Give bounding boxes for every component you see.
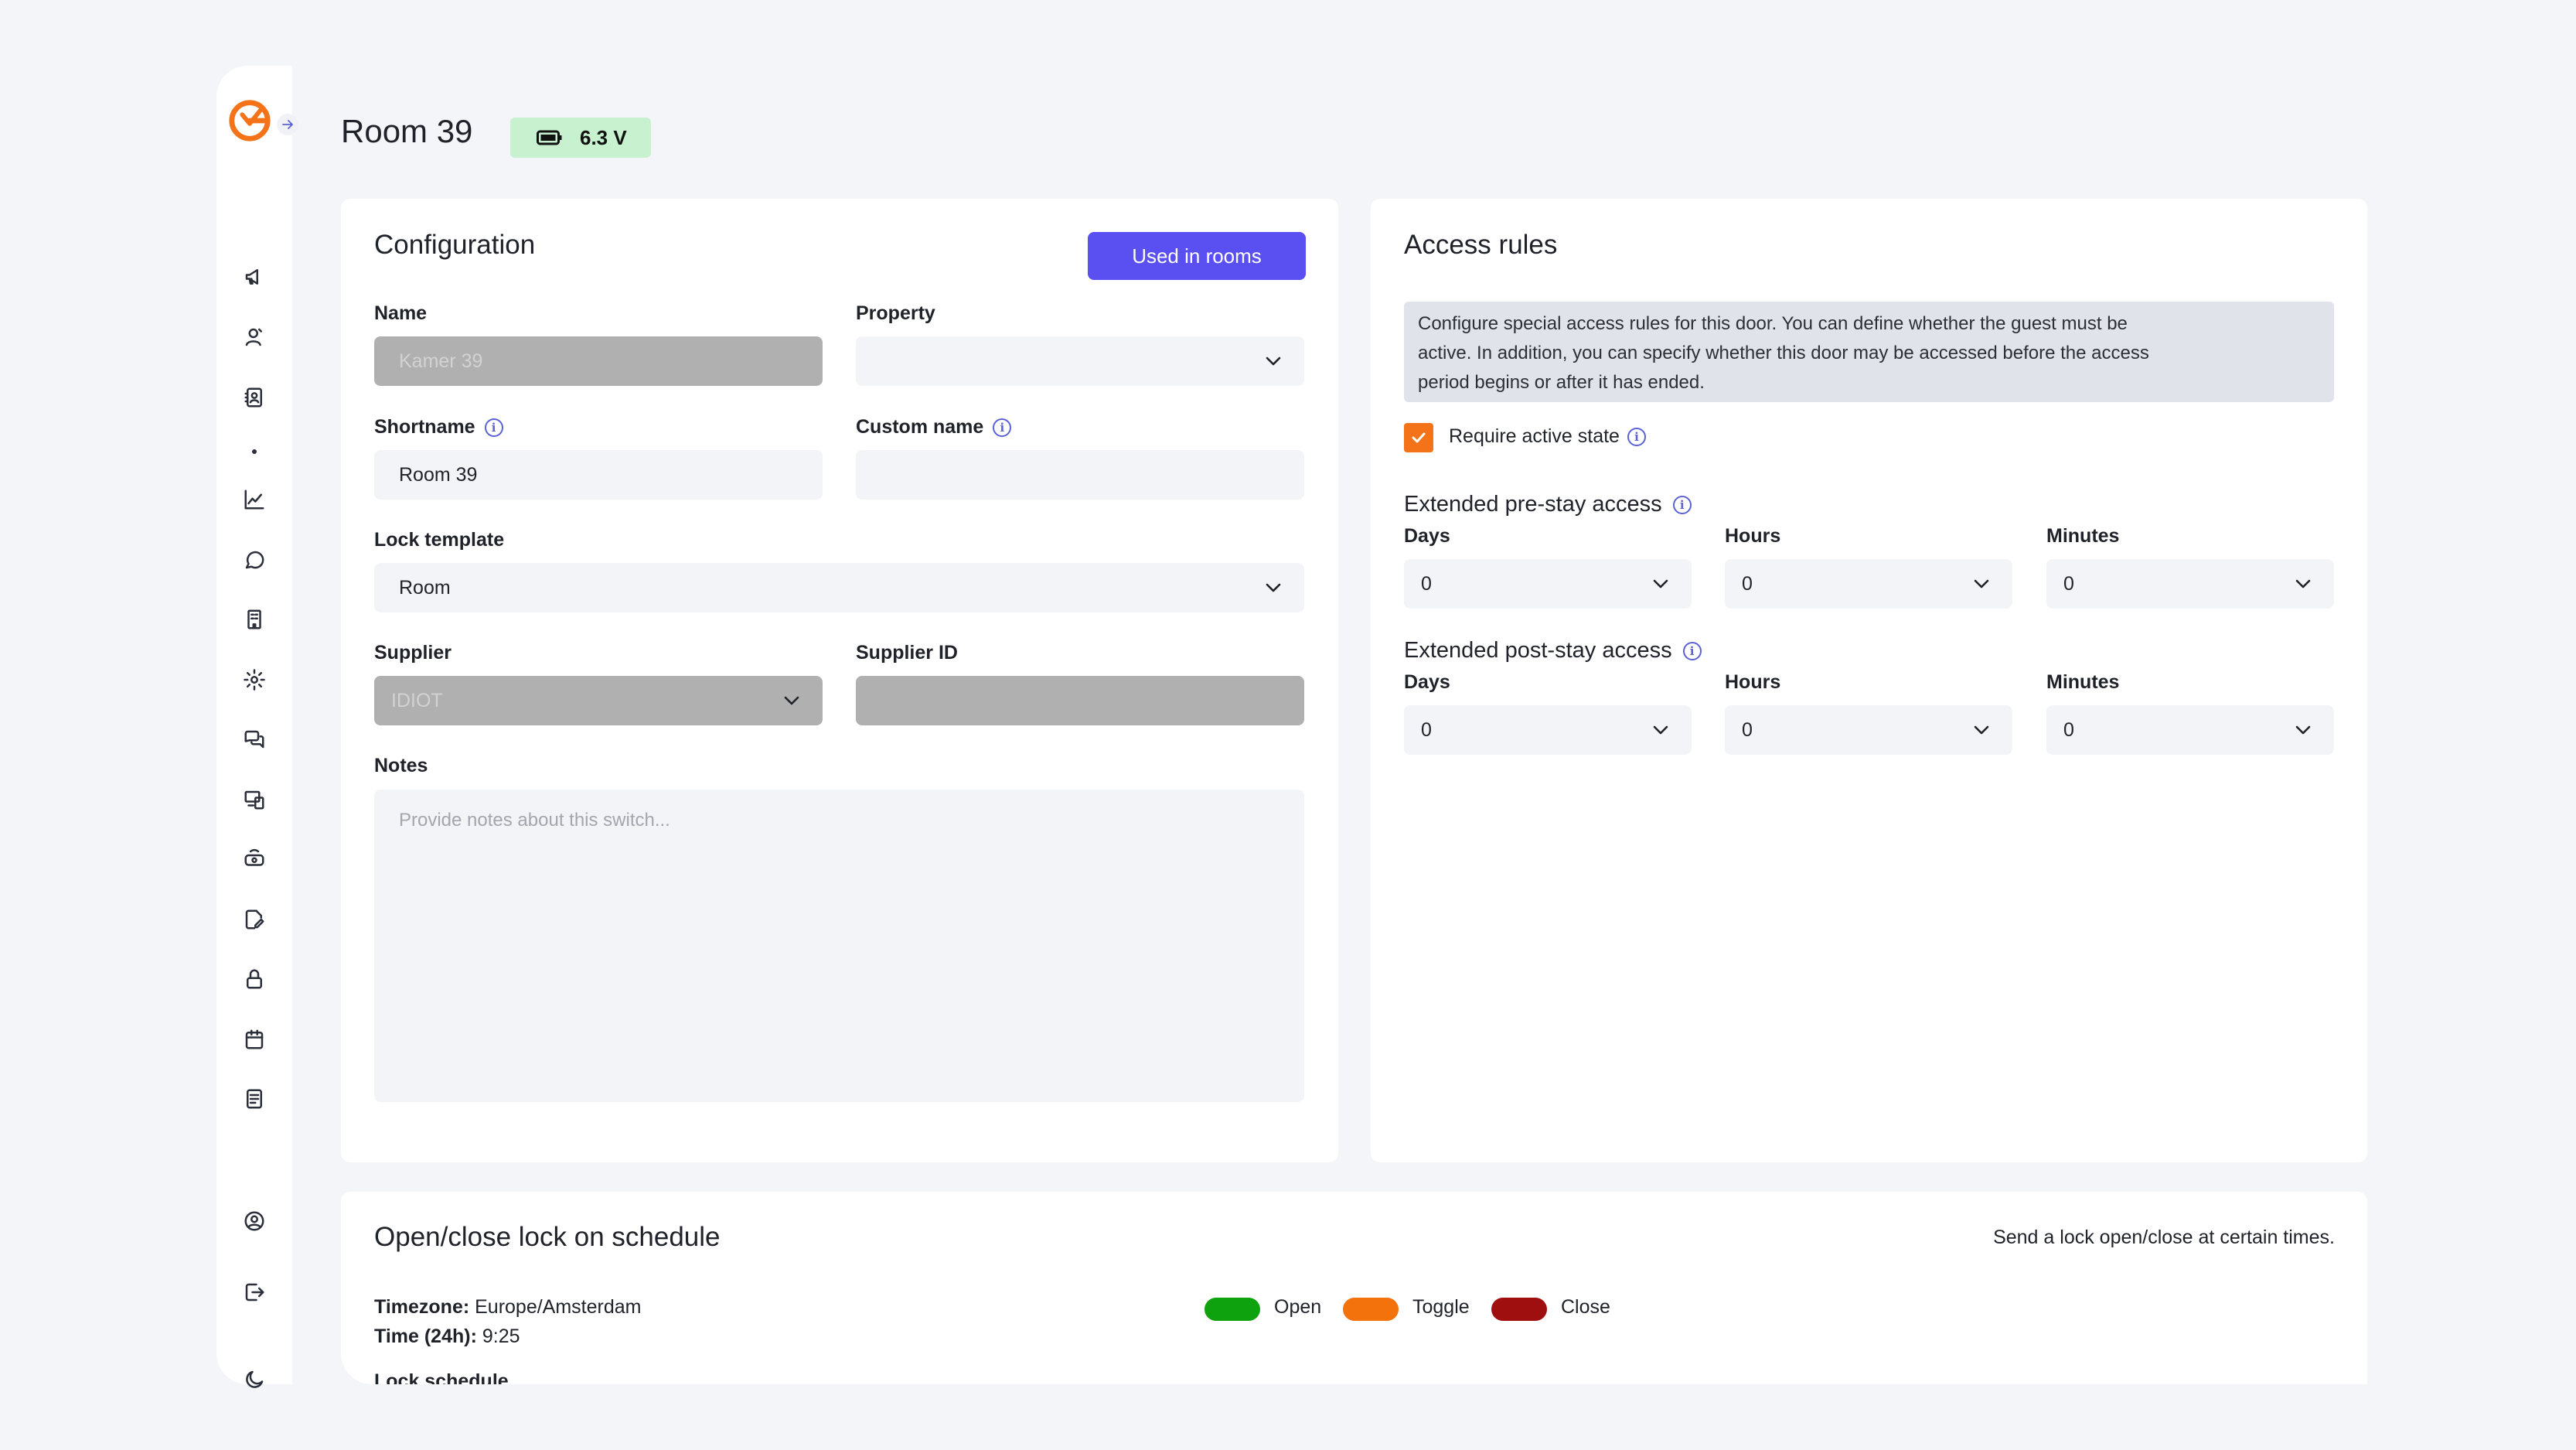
chevron-down-icon: [1262, 350, 1284, 372]
supplier-id-label: Supplier ID: [856, 642, 958, 664]
page-title: Room 39: [341, 113, 473, 149]
pre-stay-hours-label: Hours: [1725, 525, 1781, 547]
pre-stay-title: Extended pre-stay access i: [1404, 492, 1692, 517]
calendar-icon[interactable]: [240, 1025, 269, 1054]
shortname-field[interactable]: Room 39: [374, 450, 823, 500]
app-logo[interactable]: [227, 98, 272, 143]
logout-icon[interactable]: [240, 1278, 269, 1307]
edit-document-icon[interactable]: [240, 905, 269, 934]
lock-icon[interactable]: [240, 964, 269, 994]
supplier-id-field[interactable]: [856, 676, 1304, 725]
info-icon[interactable]: i: [1682, 641, 1702, 660]
schedule-title: Open/close lock on schedule: [374, 1222, 721, 1252]
chevron-down-icon: [781, 690, 802, 711]
megaphone-icon[interactable]: [240, 262, 269, 292]
name-field[interactable]: Kamer 39: [374, 336, 823, 386]
require-active-label[interactable]: Require active state i: [1449, 425, 1646, 448]
legend-close-swatch: [1491, 1298, 1547, 1321]
chevron-down-icon: [1971, 719, 1992, 741]
info-icon[interactable]: i: [993, 418, 1012, 437]
chat-icon[interactable]: [240, 545, 269, 575]
chevron-down-icon: [1262, 577, 1284, 599]
time-line: Time (24h): 9:25: [374, 1325, 520, 1347]
legend-close-label: Close: [1561, 1296, 1610, 1318]
lock-template-label: Lock template: [374, 529, 505, 551]
post-stay-minutes-select[interactable]: 0: [2046, 705, 2334, 755]
conversations-icon[interactable]: [240, 725, 269, 754]
schedule-card: Open/close lock on schedule Send a lock …: [341, 1192, 2367, 1384]
info-icon[interactable]: i: [1672, 495, 1692, 514]
info-icon[interactable]: i: [1627, 427, 1646, 446]
sidebar: [216, 66, 298, 1388]
account-icon[interactable]: [240, 1206, 269, 1236]
info-icon[interactable]: i: [484, 418, 503, 437]
chevron-down-icon: [1650, 719, 1671, 741]
dark-mode-icon[interactable]: [240, 1365, 269, 1394]
chevron-down-icon: [2292, 719, 2314, 741]
post-stay-title: Extended post-stay access i: [1404, 638, 1702, 664]
building-icon[interactable]: [240, 605, 269, 634]
chevron-down-icon: [1650, 573, 1671, 595]
custom-name-field[interactable]: [856, 450, 1304, 500]
chevron-down-icon: [1971, 573, 1992, 595]
schedule-card-clip: Open/close lock on schedule Send a lock …: [341, 1192, 2367, 1384]
pre-stay-hours-select[interactable]: 0: [1725, 559, 2012, 609]
contacts-icon[interactable]: [240, 383, 269, 412]
used-in-rooms-button[interactable]: Used in rooms: [1088, 232, 1306, 280]
post-stay-hours-label: Hours: [1725, 671, 1781, 693]
property-label: Property: [856, 302, 935, 324]
battery-badge: 6.3 V: [510, 118, 651, 158]
access-rules-title: Access rules: [1404, 230, 1558, 260]
access-rules-card: Access rules Configure special access ru…: [1371, 199, 2367, 1162]
legend-open-swatch: [1205, 1298, 1260, 1321]
pre-stay-minutes-select[interactable]: 0: [2046, 559, 2334, 609]
property-select[interactable]: [856, 336, 1304, 386]
notes-icon[interactable]: [240, 1084, 269, 1114]
router-icon[interactable]: [240, 844, 269, 874]
post-stay-minutes-label: Minutes: [2046, 671, 2120, 693]
chart-icon[interactable]: [240, 485, 269, 514]
timezone-line: Timezone: Europe/Amsterdam: [374, 1296, 642, 1318]
supplier-label: Supplier: [374, 642, 452, 664]
gear-icon[interactable]: [240, 665, 269, 694]
pre-stay-minutes-label: Minutes: [2046, 525, 2120, 547]
legend-toggle-swatch: [1343, 1298, 1399, 1321]
legend-open-label: Open: [1274, 1296, 1322, 1318]
notes-textarea[interactable]: Provide notes about this switch...: [374, 790, 1304, 1102]
post-stay-hours-select[interactable]: 0: [1725, 705, 2012, 755]
battery-icon: [537, 130, 562, 145]
pre-stay-days-label: Days: [1404, 525, 1450, 547]
access-rules-notice: Configure special access rules for this …: [1404, 302, 2334, 402]
chevron-down-icon: [2292, 573, 2314, 595]
arrow-right-icon: [282, 120, 293, 129]
expand-sidebar-button[interactable]: [277, 114, 298, 135]
devices-icon[interactable]: [240, 785, 269, 814]
check-icon: [1412, 432, 1426, 443]
battery-voltage: 6.3 V: [580, 125, 627, 149]
custom-name-label: Custom name i: [856, 416, 1012, 438]
supplier-select[interactable]: IDIOT: [374, 676, 823, 725]
nav-separator-dot: [252, 449, 257, 454]
name-label: Name: [374, 302, 428, 324]
lock-schedule-heading: Lock schedule: [374, 1370, 509, 1384]
lock-template-select[interactable]: Room: [374, 563, 1304, 612]
notes-label: Notes: [374, 755, 428, 776]
legend-toggle-label: Toggle: [1412, 1296, 1470, 1318]
shortname-label: Shortname i: [374, 416, 503, 438]
post-stay-days-select[interactable]: 0: [1404, 705, 1692, 755]
post-stay-days-label: Days: [1404, 671, 1450, 693]
pre-stay-days-select[interactable]: 0: [1404, 559, 1692, 609]
schedule-subtitle: Send a lock open/close at certain times.: [1993, 1227, 2335, 1248]
configuration-title: Configuration: [374, 230, 536, 260]
guests-icon[interactable]: [240, 322, 269, 352]
require-active-checkbox[interactable]: [1404, 423, 1433, 452]
configuration-card: Configuration Used in rooms Name Kamer 3…: [341, 199, 1338, 1162]
